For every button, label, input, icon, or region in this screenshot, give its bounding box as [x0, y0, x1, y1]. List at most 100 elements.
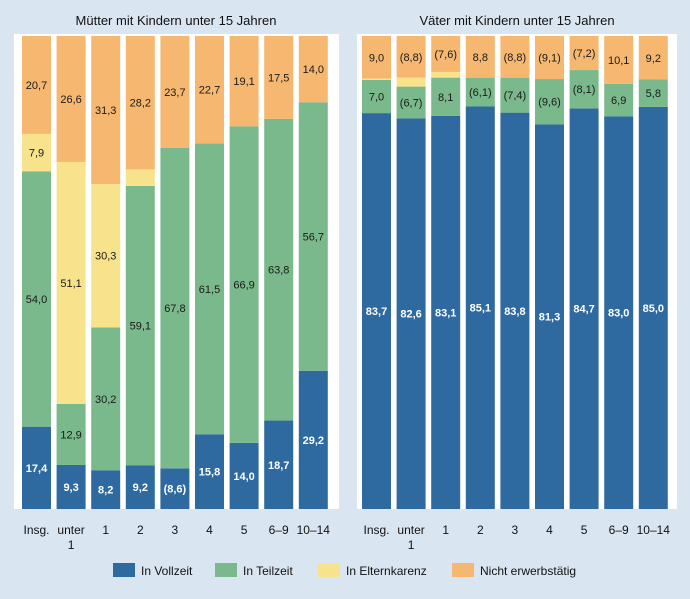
bar-mothers-nicht-1 [56, 36, 86, 162]
data-label-fathers-nicht-8: 9,2 [646, 53, 661, 65]
bar-mothers-elternkarenz-2 [91, 184, 121, 328]
bar-mothers-vollzeit-6 [229, 442, 259, 509]
bar-fathers-vollzeit-8 [638, 106, 668, 509]
tick-label-mothers-3: 2 [137, 523, 144, 537]
bar-fathers-teilzeit-4 [500, 77, 530, 113]
panel-title-fathers: Väter mit Kindern unter 15 Jahren [419, 13, 614, 28]
data-label-mothers-teilzeit-1: 12,9 [60, 429, 81, 441]
bar-fathers-teilzeit-1 [396, 86, 426, 119]
data-label-fathers-nicht-5: (9,1) [538, 53, 561, 65]
data-label-mothers-teilzeit-0: 54,0 [26, 294, 47, 306]
bar-mothers-vollzeit-8 [298, 370, 328, 509]
bar-fathers-teilzeit-6 [569, 70, 599, 109]
data-label-mothers-nicht-6: 19,1 [233, 76, 254, 88]
tick-label-fathers-5: 4 [546, 523, 553, 537]
data-label-fathers-teilzeit-2: 8,1 [438, 92, 453, 104]
bar-mothers-vollzeit-4 [160, 468, 190, 509]
bar-mothers-nicht-6 [229, 36, 259, 127]
bar-mothers-nicht-5 [195, 36, 224, 144]
bar-mothers-elternkarenz-0 [22, 133, 51, 172]
data-label-mothers-vollzeit-1: 9,3 [63, 482, 78, 494]
bar-fathers-vollzeit-7 [604, 116, 634, 509]
bar-fathers-nicht-8 [638, 36, 668, 80]
data-label-mothers-vollzeit-5: 15,8 [199, 467, 220, 479]
data-label-fathers-teilzeit-8: 5,8 [646, 88, 661, 100]
data-label-mothers-vollzeit-3: 9,2 [133, 482, 148, 494]
legend-label-elternkarenz: In Elternkarenz [346, 564, 427, 578]
data-label-mothers-vollzeit-6: 14,0 [233, 471, 254, 483]
data-label-mothers-vollzeit-0: 17,4 [26, 463, 48, 475]
bars: 17,4 54,0 7,9 20,7 9,3 12,9 51,1 26,6 8,2 30,2 30,… [22, 36, 668, 510]
bar-fathers-vollzeit-0 [362, 113, 391, 509]
data-label-fathers-vollzeit-5: 81,3 [539, 312, 560, 324]
bar-fathers-vollzeit-5 [535, 124, 564, 510]
data-label-fathers-vollzeit-6: 84,7 [573, 304, 594, 316]
data-label-mothers-teilzeit-3: 59,1 [130, 321, 151, 333]
data-label-fathers-nicht-1: (8,8) [400, 52, 423, 64]
tick-label-mothers-0: Insg. [23, 523, 49, 537]
tick-label-mothers-8: 10–14 [297, 523, 331, 537]
data-label-fathers-vollzeit-0: 83,7 [366, 306, 387, 318]
bar-mothers-teilzeit-8 [298, 102, 328, 371]
data-label-fathers-nicht-6: (7,2) [573, 48, 596, 60]
data-label-mothers-teilzeit-8: 56,7 [303, 232, 324, 244]
bar-mothers-teilzeit-4 [160, 147, 190, 469]
panel-title-mothers: Mütter mit Kindern unter 15 Jahren [76, 13, 277, 28]
tick-label-fathers-1: unter 1 [397, 523, 424, 552]
data-label-mothers-nicht-0: 20,7 [26, 80, 47, 92]
legend-swatch-vollzeit [113, 563, 135, 577]
tick-label-fathers-7: 6–9 [609, 523, 629, 537]
bar-fathers-teilzeit-2 [431, 77, 461, 116]
bar-mothers-vollzeit-5 [195, 434, 224, 509]
data-label-mothers-teilzeit-5: 61,5 [199, 284, 220, 296]
data-label-fathers-nicht-3: 8,8 [473, 52, 488, 64]
bar-mothers-nicht-8 [298, 36, 328, 103]
legend-label-vollzeit: In Vollzeit [141, 564, 193, 578]
data-label-mothers-nicht-4: 23,7 [164, 87, 185, 99]
bar-mothers-teilzeit-3 [125, 185, 155, 466]
data-label-fathers-nicht-2: (7,6) [434, 49, 457, 61]
data-label-fathers-vollzeit-4: 83,8 [504, 306, 525, 318]
bar-fathers-nicht-2 [431, 36, 461, 72]
tick-label-mothers-6: 5 [241, 523, 248, 537]
data-label-mothers-elternkarenz-2: 30,3 [95, 251, 116, 263]
data-label-mothers-elternkarenz-1: 51,1 [60, 278, 81, 290]
legend-swatch-nicht [452, 563, 474, 577]
data-label-mothers-nicht-5: 22,7 [199, 85, 220, 97]
data-label-mothers-teilzeit-2: 30,2 [95, 394, 116, 406]
tick-label-fathers-3: 2 [477, 523, 484, 537]
bar-mothers-elternkarenz-3 [125, 169, 155, 186]
data-label-mothers-vollzeit-7: 18,7 [268, 460, 289, 472]
bar-mothers-teilzeit-7 [264, 118, 294, 421]
data-label-fathers-vollzeit-7: 83,0 [608, 308, 629, 320]
tick-label-mothers-2: 1 [102, 523, 109, 537]
bar-fathers-nicht-7 [604, 36, 634, 84]
bar-fathers-vollzeit-1 [396, 118, 426, 509]
bar-mothers-vollzeit-0 [22, 426, 51, 509]
data-label-mothers-nicht-3: 28,2 [130, 98, 151, 110]
data-label-fathers-teilzeit-7: 6,9 [611, 95, 626, 107]
bar-fathers-nicht-4 [500, 36, 530, 78]
bar-mothers-nicht-0 [22, 36, 51, 134]
data-label-fathers-nicht-4: (8,8) [504, 52, 527, 64]
data-label-fathers-teilzeit-5: (9,6) [538, 97, 561, 109]
bar-mothers-teilzeit-1 [56, 403, 86, 465]
tick-label-mothers-4: 3 [172, 523, 179, 537]
tick-label-fathers-6: 5 [581, 523, 588, 537]
bar-mothers-teilzeit-0 [22, 171, 51, 427]
bar-mothers-vollzeit-2 [91, 470, 121, 509]
legend-swatch-elternkarenz [318, 563, 340, 577]
data-label-mothers-vollzeit-2: 8,2 [98, 485, 113, 497]
data-label-fathers-teilzeit-6: (8,1) [573, 84, 596, 96]
data-label-mothers-nicht-7: 17,5 [268, 72, 289, 84]
bar-fathers-vollzeit-2 [431, 115, 461, 509]
legend: In Vollzeit In Teilzeit In Elternkarenz Nic… [113, 563, 576, 578]
tick-label-mothers-7: 6–9 [269, 523, 289, 537]
legend-label-nicht: Nicht erwerbstätig [480, 564, 576, 578]
bar-fathers-elternkarenz-2 [431, 71, 461, 78]
data-label-mothers-teilzeit-6: 66,9 [233, 280, 254, 292]
bar-fathers-vollzeit-4 [500, 112, 530, 509]
data-label-fathers-teilzeit-4: (7,4) [504, 90, 527, 102]
bar-mothers-teilzeit-5 [195, 143, 224, 435]
data-label-mothers-elternkarenz-0: 7,9 [29, 148, 44, 160]
